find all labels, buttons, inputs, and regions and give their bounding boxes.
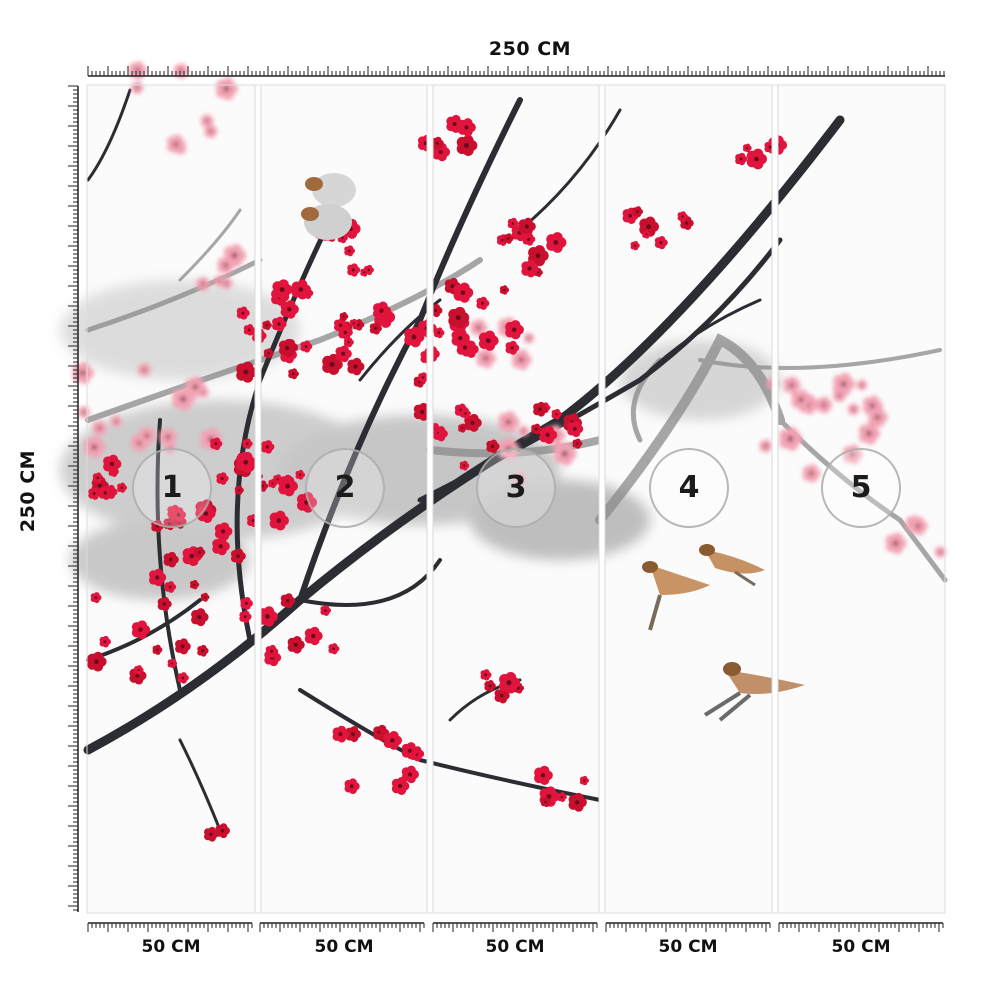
panel-number-badge: 4 — [649, 448, 729, 528]
sparrow-icon — [699, 544, 765, 587]
panel-number-badge: 1 — [132, 448, 212, 528]
sparrow-icon — [305, 173, 356, 207]
sparrow-icon — [703, 662, 805, 722]
panel-number-badge: 5 — [821, 448, 901, 528]
panel-width-label: 50 CM — [658, 937, 718, 957]
panel-width-label: 50 CM — [831, 937, 891, 957]
panel-number-badge: 3 — [476, 448, 556, 528]
left-ruler — [68, 85, 79, 912]
total-height-label: 250 CM — [17, 449, 39, 533]
panel-dividers — [86, 84, 946, 914]
top-ruler — [87, 66, 945, 77]
panel-width-label: 50 CM — [314, 937, 374, 957]
panel-number-badge: 2 — [305, 448, 385, 528]
panel-width-label: 50 CM — [485, 937, 545, 957]
sparrow-icon — [301, 204, 352, 240]
panel-width-label: 50 CM — [141, 937, 201, 957]
total-width-label: 250 CM — [488, 38, 572, 60]
bottom-ruler — [87, 922, 944, 932]
sparrow-icon — [642, 561, 710, 631]
